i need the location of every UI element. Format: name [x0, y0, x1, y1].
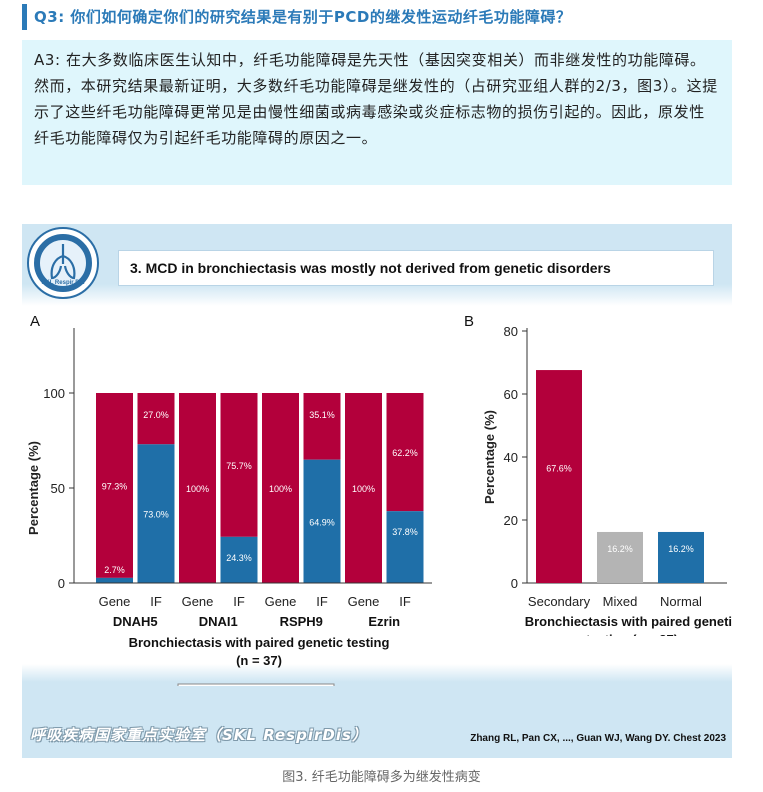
figure-banner [118, 250, 714, 286]
panel-b-y-tick-label: 80 [504, 324, 518, 339]
panel-a-y-axis-title: Percentage (%) [26, 441, 41, 535]
bar-abnormal-segment [386, 511, 424, 583]
bar-abnormal-segment [220, 536, 258, 583]
bar-normal-segment [262, 393, 299, 583]
panel-a-y-tick-label: 100 [43, 386, 65, 401]
panel-a-group-label: RSPH9 [280, 614, 323, 629]
bar-abnormal-segment [303, 459, 341, 583]
bar-normal-data-label: 62.2% [392, 448, 418, 458]
panel-a-x-axis-n: (n = 37) [236, 653, 282, 668]
panel-b-bar [658, 531, 704, 583]
figure-banner-title: 3. MCD in bronchiectasis was mostly not … [130, 260, 611, 276]
panel-a-x-tick-label: Gene [99, 594, 131, 609]
citation-text: Zhang RL, Pan CX, ..., Guan WJ, Wang DY.… [470, 733, 726, 744]
bar-normal-segment [303, 393, 341, 460]
panel-a-chart: A 0 50 100 Percentage (%) 97.3% 2.7% Gene 27.0% 7… [26, 313, 432, 686]
panel-a-label: A [30, 313, 40, 330]
panel-b-bar-data-label: 67.6% [546, 464, 572, 474]
bar-normal-data-label: 35.1% [309, 410, 335, 420]
lab-watermark: 呼吸疾病国家重点实验室（SKL RespirDis） [30, 726, 368, 744]
panel-b-x-axis-title: Bronchiectasis with paired genetic [525, 614, 732, 629]
bar-normal-data-label: 27.0% [143, 410, 169, 420]
panel-b-bar-data-label: 16.2% [607, 544, 633, 554]
answer-text: A3: 在大多数临床医生认知中，纤毛功能障碍是先天性（基因突变相关）而非继发性的… [34, 51, 718, 147]
panel-b-y-tick-label: 0 [511, 576, 518, 591]
panel-a-group-label: DNAI1 [199, 614, 238, 629]
question-text: Q3: 你们如何确定你们的研究结果是有别于PCD的继发性运动纤毛功能障碍？ [34, 8, 572, 26]
figure-footer-background [22, 682, 732, 758]
panel-a-x-tick-label: IF [316, 594, 328, 609]
question-header: Q3: 你们如何确定你们的研究结果是有别于PCD的继发性运动纤毛功能障碍？ [22, 4, 722, 30]
panel-b-label: B [464, 313, 474, 330]
panel-a-x-tick-label: IF [399, 594, 411, 609]
logo-text: SKL Respir Dis [41, 280, 85, 286]
panel-b-bar [536, 370, 582, 583]
panel-b-x-tick-label: Secondary [528, 594, 591, 609]
panel-b-x-tick-label: Normal [660, 594, 702, 609]
legend-box [177, 683, 335, 686]
bar-abnormal-data-label: 37.8% [392, 527, 418, 537]
panel-a-x-tick-label: Gene [348, 594, 380, 609]
bar-abnormal-data-label: 73.0% [143, 510, 169, 520]
panel-a-y-tick-label: 0 [58, 576, 65, 591]
panel-b-x-tick-label: Mixed [603, 594, 638, 609]
bar-normal-data-label: 97.3% [102, 481, 128, 491]
answer-box: A3: 在大多数临床医生认知中，纤毛功能障碍是先天性（基因突变相关）而非继发性的… [22, 40, 732, 185]
bar-normal-segment [179, 393, 216, 583]
panel-b-x-axis-title-line2: testing (n = 37) [586, 632, 678, 636]
bar-normal-segment [96, 393, 133, 578]
panel-a-group-label: Ezrin [368, 614, 400, 629]
panel-a-x-tick-label: Gene [182, 594, 214, 609]
bar-abnormal-data-label: 64.9% [309, 517, 335, 527]
bar-normal-data-label: 100% [186, 484, 209, 494]
panel-a-x-tick-label: IF [233, 594, 245, 609]
bar-abnormal-segment [137, 444, 175, 583]
panel-b-y-tick-label: 20 [504, 513, 518, 528]
panel-a-x-tick-label: IF [150, 594, 162, 609]
panel-b-y-tick-label: 60 [504, 387, 518, 402]
question-accent-bar [22, 4, 27, 30]
figure-header-gradient [22, 284, 732, 306]
panel-b-bar [597, 531, 643, 583]
panel-a-x-axis-title: Bronchiectasis with paired genetic testi… [129, 635, 390, 650]
bar-normal-segment [345, 393, 382, 583]
figure-caption: 图3. 纤毛功能障碍多为继发性病变 [282, 770, 481, 785]
bar-abnormal-data-label: 2.7% [104, 565, 125, 575]
panel-b-y-axis-title: Percentage (%) [482, 410, 497, 504]
institution-logo: SKL Respir Dis [27, 227, 99, 299]
panel-b-chart: B 0 20 40 60 80 Percentage (%) 67.6% Secondary 16… [464, 313, 732, 636]
panel-a-y-tick-label: 50 [51, 481, 65, 496]
bar-normal-segment [137, 393, 175, 445]
figure-footer-gradient [22, 664, 732, 682]
panel-b-bar-data-label: 16.2% [668, 544, 694, 554]
bar-normal-segment [220, 393, 258, 537]
panel-a-x-tick-label: Gene [265, 594, 297, 609]
bar-abnormal-segment [96, 577, 133, 583]
bar-normal-data-label: 100% [352, 484, 375, 494]
bar-normal-segment [386, 393, 424, 512]
bar-normal-data-label: 75.7% [226, 461, 252, 471]
bar-abnormal-data-label: 24.3% [226, 553, 252, 563]
panel-b-y-tick-label: 40 [504, 450, 518, 465]
panel-a-group-label: DNAH5 [113, 614, 158, 629]
bar-normal-data-label: 100% [269, 484, 292, 494]
figure-image: SKL Respir Dis 3. MCD in bronchiectasis … [22, 224, 732, 758]
